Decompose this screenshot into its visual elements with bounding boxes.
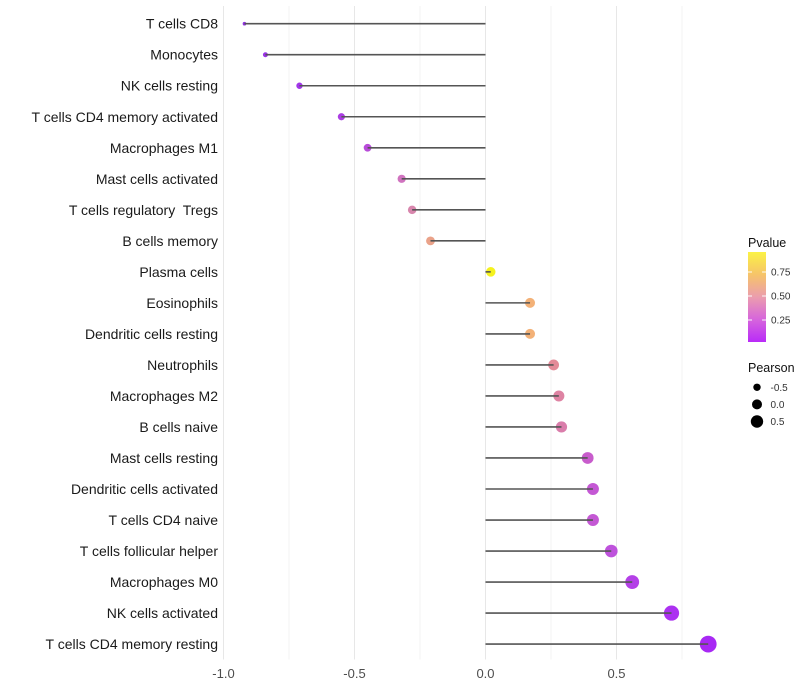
pvalue-gradient-bar: [748, 252, 766, 342]
category-label: NK cells activated: [107, 605, 218, 621]
lollipop-row: B cells naive: [139, 419, 568, 435]
pearson-size-label: -0.5: [771, 383, 789, 394]
category-label: Neutrophils: [147, 357, 218, 373]
legend: Pvalue 0.75 0.50 0.25 Pearson -0.5 0.0 0.5: [748, 236, 795, 428]
category-label: Monocytes: [150, 47, 218, 63]
pvalue-legend-title: Pvalue: [748, 236, 786, 250]
category-label: NK cells resting: [121, 78, 218, 94]
lollipop-row: Macrophages M0: [110, 574, 640, 590]
x-tick-label: 0.5: [607, 666, 625, 681]
lollipop-row: Eosinophils: [146, 295, 536, 311]
lollipop-row: Mast cells resting: [110, 450, 594, 466]
category-label: Macrophages M0: [110, 574, 218, 590]
category-label: T cells CD8: [146, 16, 218, 32]
lollipop-row: T cells CD4 memory activated: [32, 109, 486, 125]
category-label: Plasma cells: [139, 264, 218, 280]
pearson-size-label: 0.0: [771, 400, 785, 411]
x-tick-label: -1.0: [212, 666, 234, 681]
lollipop-dot: [296, 82, 303, 89]
x-tick-label: -0.5: [343, 666, 365, 681]
category-label: B cells naive: [139, 419, 218, 435]
category-label: T cells CD4 memory activated: [32, 109, 218, 125]
lollipop-row: Mast cells activated: [96, 171, 486, 187]
lollipop-row: Macrophages M1: [110, 140, 486, 156]
category-label: Mast cells resting: [110, 450, 218, 466]
category-label: Dendritic cells activated: [71, 481, 218, 497]
lollipop-row: T cells regulatory Tregs: [69, 202, 486, 218]
pvalue-tick-label: 0.75: [771, 268, 791, 279]
pearson-size-dot: [750, 415, 764, 428]
pearson-size-dot: [753, 383, 761, 391]
pearson-size-legend: -0.5 0.0 0.5: [750, 383, 789, 428]
lollipop-row: Macrophages M2: [110, 388, 565, 404]
lollipop-rows: T cells CD8 Monocytes NK cells resting T ce…: [32, 16, 717, 653]
lollipop-row: T cells follicular helper: [80, 543, 618, 559]
category-label: Macrophages M1: [110, 140, 218, 156]
lollipop-row: NK cells resting: [121, 78, 486, 94]
lollipop-row: T cells CD4 naive: [109, 512, 599, 528]
lollipop-row: Neutrophils: [147, 357, 560, 373]
lollipop-row: Plasma cells: [139, 264, 496, 280]
category-label: Macrophages M2: [110, 388, 218, 404]
category-label: Dendritic cells resting: [85, 326, 218, 342]
category-label: T cells CD4 memory resting: [46, 636, 218, 652]
pvalue-tick-label: 0.50: [771, 292, 791, 303]
lollipop-row: Monocytes: [150, 47, 486, 63]
category-label: T cells regulatory Tregs: [69, 202, 218, 218]
category-label: T cells CD4 naive: [109, 512, 219, 528]
pvalue-tick-label: 0.25: [771, 316, 791, 327]
lollipop-row: Dendritic cells activated: [71, 481, 599, 497]
category-label: Eosinophils: [146, 295, 218, 311]
lollipop-row: B cells memory: [122, 233, 486, 249]
category-label: T cells follicular helper: [80, 543, 219, 559]
pearson-size-dot: [752, 399, 762, 410]
lollipop-row: Dendritic cells resting: [85, 326, 536, 342]
lollipop-row: T cells CD8: [146, 16, 486, 32]
pearson-legend-title: Pearson: [748, 361, 795, 375]
lollipop-row: NK cells activated: [107, 605, 680, 621]
x-axis: -1.0 -0.5 0.0 0.5: [212, 666, 625, 681]
category-label: Mast cells activated: [96, 171, 218, 187]
pvalue-colorbar: 0.75 0.50 0.25: [748, 252, 791, 342]
lollipop-row: T cells CD4 memory resting: [46, 635, 717, 653]
category-label: B cells memory: [122, 233, 218, 249]
pearson-size-label: 0.5: [771, 417, 785, 428]
gridlines: [223, 6, 683, 660]
x-tick-label: 0.0: [476, 666, 494, 681]
